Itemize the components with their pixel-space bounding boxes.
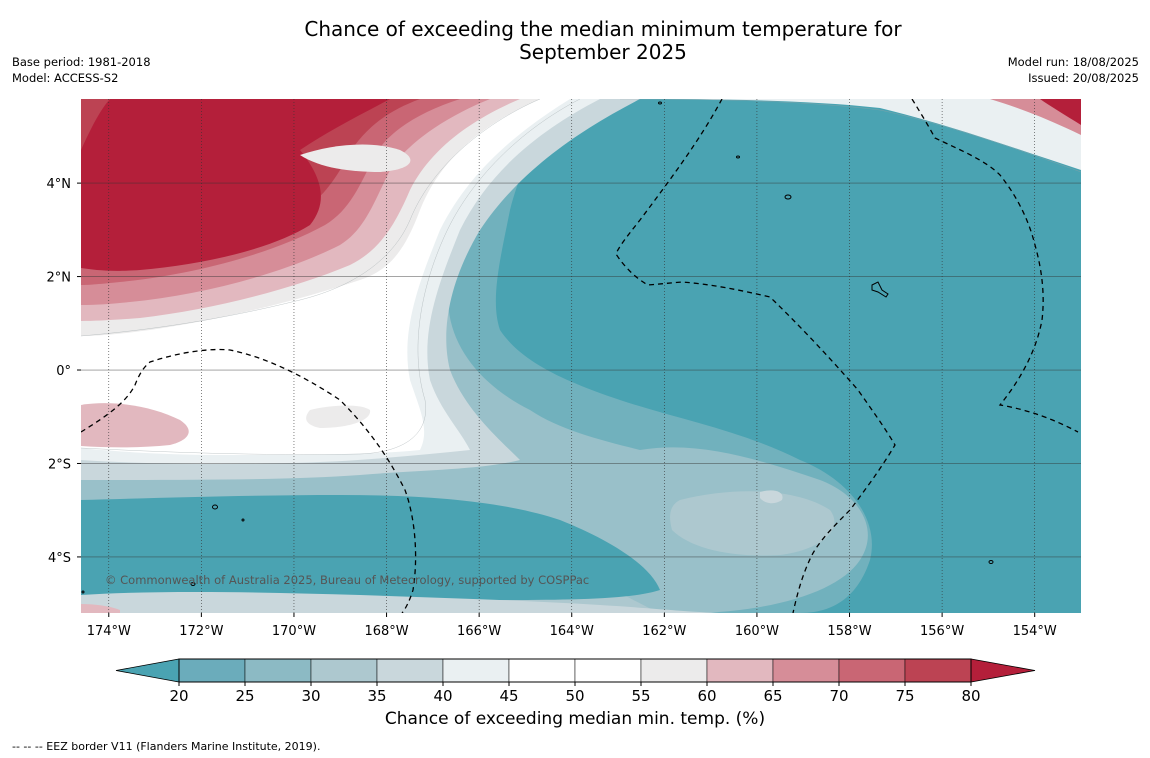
lon-tick-label-2: 170°W [272,624,316,639]
eez-border-east [911,99,1079,433]
meta-left: Base period: 1981-2018 Model: ACCESS-S2 [12,54,151,86]
colorbar-extend-high [970,658,1036,683]
lon-tick-label-5: 164°W [550,624,594,639]
colorbar-tick-label-2: 30 [301,687,320,705]
lat-tick-label-2: 0° [56,364,71,379]
island-a [658,101,662,105]
model-name: Model: ACCESS-S2 [12,71,119,85]
colorbar-swatch-0 [178,658,246,683]
meta-right: Model run: 18/08/2025 Issued: 20/08/2025 [1008,54,1139,86]
lon-tick-label-0: 174°W [87,624,131,639]
eez-borders [81,99,1079,613]
band-south-light [670,491,835,556]
island-i [81,590,85,594]
colorbar-tick-label-9: 65 [763,687,782,705]
band-ne-white [620,99,1081,170]
lon-tick-label-1: 172°W [179,624,223,639]
band-sw-corner [81,604,120,613]
island-f [241,518,245,522]
colorbar-tick-label-12: 80 [961,687,980,705]
islands [81,101,994,594]
colorbar-swatch-2 [310,658,378,683]
island-b [736,155,740,159]
colorbar-swatch-3 [376,658,444,683]
issued-date: Issued: 20/08/2025 [1028,71,1139,85]
band-above-80 [81,99,390,271]
band-grey-north [300,144,411,172]
model-run: Model run: 18/08/2025 [1007,55,1139,69]
eez-border-west [81,348,417,613]
band-ne-deep [1040,99,1081,125]
lon-tick-label-6: 162°W [642,624,686,639]
colorbar-tick-label-11: 75 [895,687,914,705]
band-south-lighter [760,490,783,504]
band-pink-west [81,403,189,448]
colorbar-tick-label-6: 50 [565,687,584,705]
lon-tick-label-9: 156°W [920,624,964,639]
band-sw-rim [81,591,720,613]
copyright-text: © Commonwealth of Australia 2025, Bureau… [105,573,589,587]
colorbar-tick-label-8: 60 [697,687,716,705]
island-g [190,582,196,586]
lat-tick-label-4: 4°S [48,551,71,566]
colorbar-tick-label-4: 40 [433,687,452,705]
lon-tick-label-8: 158°W [827,624,871,639]
axis-ticks: 174°W 172°W 170°W 168°W 166°W 164°W 162°W 160°W… [47,177,1057,639]
colorbar-label: Chance of exceeding median min. temp. (%… [384,709,766,729]
grid-lines [81,99,1081,613]
island-d [871,281,889,298]
base-period: Base period: 1981-2018 [12,55,151,69]
title-line-1: Chance of exceeding the median minimum t… [304,17,902,41]
lat-tick-label-1: 2°N [47,271,72,286]
colorbar-tick-label-10: 70 [829,687,848,705]
colorbar-tick-label-3: 35 [367,687,386,705]
island-h [988,560,994,564]
lon-tick-label-10: 154°W [1013,624,1057,639]
colorbar-swatch-8 [706,658,774,683]
colorbar-swatch-9 [772,658,840,683]
colorbar-swatch-1 [244,658,312,683]
band-grey-central [306,405,371,428]
colorbar-swatch-5 [508,658,576,683]
lon-tick-label-7: 160°W [735,624,779,639]
lat-tick-label-3: 2°S [48,457,71,472]
colorbar-tick-label-7: 55 [631,687,650,705]
map-field: © Commonwealth of Australia 2025, Bureau… [81,99,1081,613]
colorbar: 20 25 30 35 40 45 50 55 60 65 70 75 80 [115,658,1036,705]
lat-tick-label-0: 4°N [47,177,72,192]
colorbar-swatch-6 [574,658,642,683]
band-sw-teal [81,495,660,600]
field-contours [81,99,1081,613]
colorbar-tick-label-0: 20 [169,687,188,705]
colorbar-tick-label-1: 25 [235,687,254,705]
map-title: Chance of exceeding the median minimum t… [0,18,1150,64]
colorbar-swatch-4 [442,658,510,683]
eez-border-central [615,99,896,613]
colorbar-extend-low [115,658,180,683]
colorbar-swatch-7 [640,658,708,683]
lon-tick-label-4: 166°W [457,624,501,639]
colorbar-swatch-10 [838,658,906,683]
title-line-2: September 2025 [519,40,687,64]
island-c [784,194,792,200]
colorbar-tick-label-5: 45 [499,687,518,705]
island-e [212,504,218,510]
lon-tick-label-3: 168°W [364,624,408,639]
footnote: -- -- -- EEZ border V11 (Flanders Marine… [12,740,321,753]
colorbar-swatch-11 [904,658,972,683]
